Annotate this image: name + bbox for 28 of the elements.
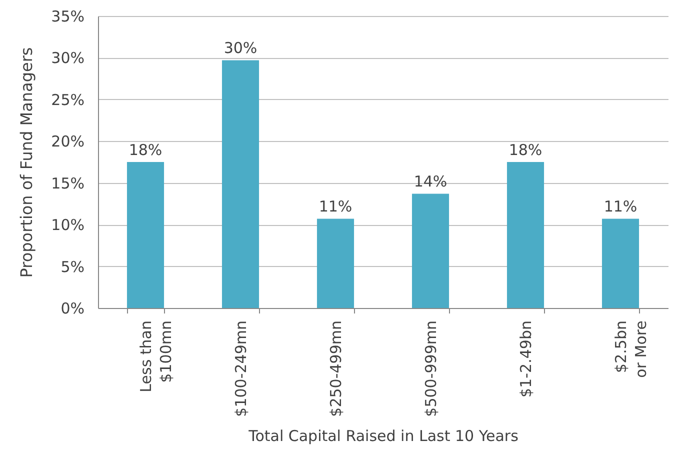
data-label: 11%	[604, 198, 638, 216]
y-tick-label: 0%	[60, 300, 84, 318]
bar	[126, 162, 164, 308]
data-label: 11%	[318, 198, 352, 216]
data-label: 18%	[128, 141, 162, 159]
y-tick-label: 20%	[51, 132, 84, 151]
x-tick-label: $250-499mn	[327, 320, 345, 417]
y-tick-label: 15%	[51, 174, 84, 192]
x-tick-label: $100-249mn	[232, 320, 250, 417]
x-tick-label: $2.5bn or More	[612, 320, 650, 378]
bar	[412, 194, 450, 308]
y-tick-label: 5%	[60, 258, 84, 276]
x-tick-label: $500-999mn	[422, 320, 440, 417]
x-tick-label: $1-2.49bn	[517, 320, 535, 398]
bar	[316, 218, 354, 308]
data-label: 14%	[414, 172, 448, 191]
x-tick-label: Less than $100mn	[137, 320, 175, 392]
y-tick-label: 10%	[51, 216, 84, 234]
bar	[602, 218, 640, 308]
bar	[222, 60, 260, 308]
y-tick-label: 25%	[51, 90, 84, 109]
x-axis-title: Total Capital Raised in Last 10 Years	[248, 426, 519, 445]
bar	[506, 162, 544, 308]
y-axis-title: Proportion of Fund Managers	[17, 47, 36, 278]
data-label: 18%	[508, 141, 542, 159]
y-tick-label: 35%	[51, 8, 84, 26]
y-tick-label: 30%	[51, 49, 84, 68]
data-label: 30%	[224, 39, 258, 58]
